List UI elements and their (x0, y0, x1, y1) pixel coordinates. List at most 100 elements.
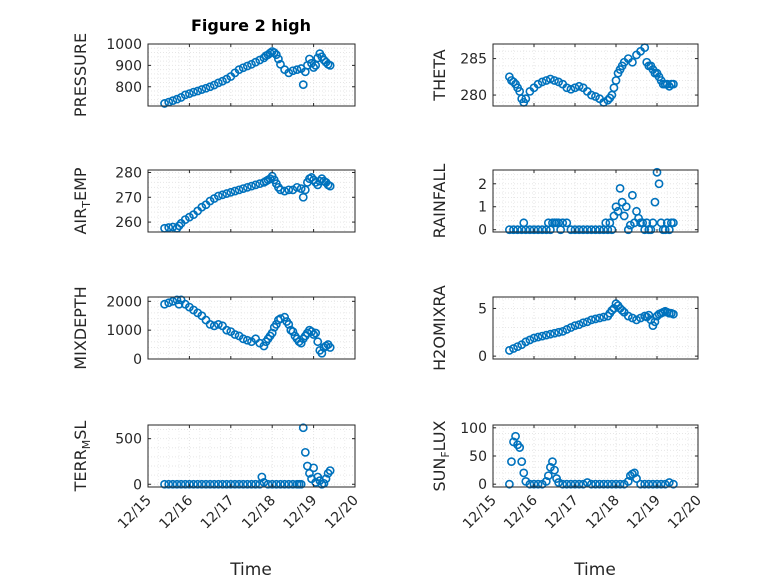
data-point (587, 90, 596, 100)
y-axis-label: PRESSURE (71, 33, 90, 117)
data-point (315, 176, 325, 186)
data-point (537, 77, 547, 87)
axes-box (492, 169, 699, 233)
data-point (234, 185, 244, 195)
data-point (172, 295, 182, 305)
y-axis-label: H2OMIXRA (430, 285, 449, 371)
data-point (669, 218, 678, 228)
data-point (562, 83, 572, 93)
data-point (280, 312, 290, 322)
data-point (242, 61, 252, 71)
y-axis-label-main: THETA (430, 49, 449, 101)
data-point (311, 60, 321, 70)
data-point (646, 315, 656, 325)
x-axis-label-left: Time (229, 560, 272, 580)
data-point (554, 478, 563, 487)
data-point (296, 184, 306, 193)
axes-box (492, 43, 699, 107)
subplot-airtemp: 260 270 280 AIRTEMP (71, 165, 356, 235)
data-point (259, 478, 269, 487)
data-point (218, 190, 227, 200)
y-tick-label: 0 (478, 349, 487, 365)
y-tick-label: 280 (115, 165, 142, 181)
data-point (632, 474, 641, 483)
y-axis-label-tail: SL (71, 421, 90, 440)
data-point (257, 472, 267, 482)
data-point (628, 190, 637, 200)
data-point (632, 315, 641, 325)
y-tick-label: 900 (115, 58, 142, 74)
data-point (517, 457, 527, 467)
data-point (595, 313, 604, 323)
data-point (529, 225, 539, 235)
data-point (197, 479, 207, 489)
data-point (213, 191, 223, 201)
data-point (263, 479, 273, 489)
data-point (628, 57, 637, 67)
data-point (205, 479, 215, 489)
data-point (172, 479, 182, 489)
data-point (640, 479, 650, 489)
data-point (541, 330, 551, 340)
y-tick-label: 50 (469, 449, 487, 465)
data-point (311, 177, 321, 187)
data-point (284, 479, 294, 489)
y-axis-label: SUNFLUX (430, 420, 452, 491)
data-point (607, 305, 617, 315)
data-point (226, 479, 236, 489)
data-point (280, 479, 290, 489)
data-point (582, 478, 592, 487)
data-point (504, 346, 514, 355)
data-point (251, 180, 261, 190)
data-point (184, 89, 194, 98)
axes-box (147, 424, 356, 488)
data-point (242, 182, 252, 192)
data-point (533, 332, 543, 342)
axes-box (147, 43, 356, 107)
data-point (276, 479, 285, 489)
data-point (664, 478, 674, 487)
data-point (570, 225, 580, 235)
data-point (193, 86, 203, 96)
y-tick-label: 1000 (106, 323, 142, 339)
data-point (288, 479, 298, 489)
data-point (582, 317, 592, 327)
data-point (325, 343, 335, 352)
data-point (611, 479, 621, 489)
data-point (509, 77, 518, 87)
data-point (309, 63, 318, 72)
data-point (509, 344, 518, 353)
data-point (669, 479, 678, 489)
data-point (504, 479, 514, 489)
data-point (574, 320, 584, 330)
y-axis-label: RAINFALL (430, 164, 449, 239)
data-point (271, 319, 281, 329)
y-tick-label: 0 (133, 352, 142, 368)
data-point (309, 463, 318, 473)
y-tick-label: 2000 (106, 294, 142, 310)
data-point (213, 479, 223, 489)
data-point (546, 74, 555, 84)
data-point (164, 479, 174, 489)
data-point (669, 309, 678, 319)
data-point (529, 479, 539, 489)
y-tick-label: 0 (478, 477, 487, 493)
data-point (311, 328, 321, 338)
data-point (160, 479, 169, 489)
data-point (546, 329, 555, 339)
y-axis-label-main: MIXDEPTH (71, 286, 90, 369)
data-point (599, 312, 609, 322)
y-tick-label: 1000 (106, 37, 142, 53)
data-point (570, 321, 580, 331)
y-tick-label: 260 (115, 215, 142, 231)
data-point (511, 431, 520, 441)
data-point (193, 479, 203, 489)
data-point (628, 313, 637, 323)
y-axis-label-main: AIR (71, 208, 90, 235)
data-point (298, 80, 308, 90)
x-axis-label-right: Time (573, 560, 616, 580)
data-point (164, 223, 174, 232)
axes-box (492, 296, 699, 360)
data-point (623, 476, 633, 486)
